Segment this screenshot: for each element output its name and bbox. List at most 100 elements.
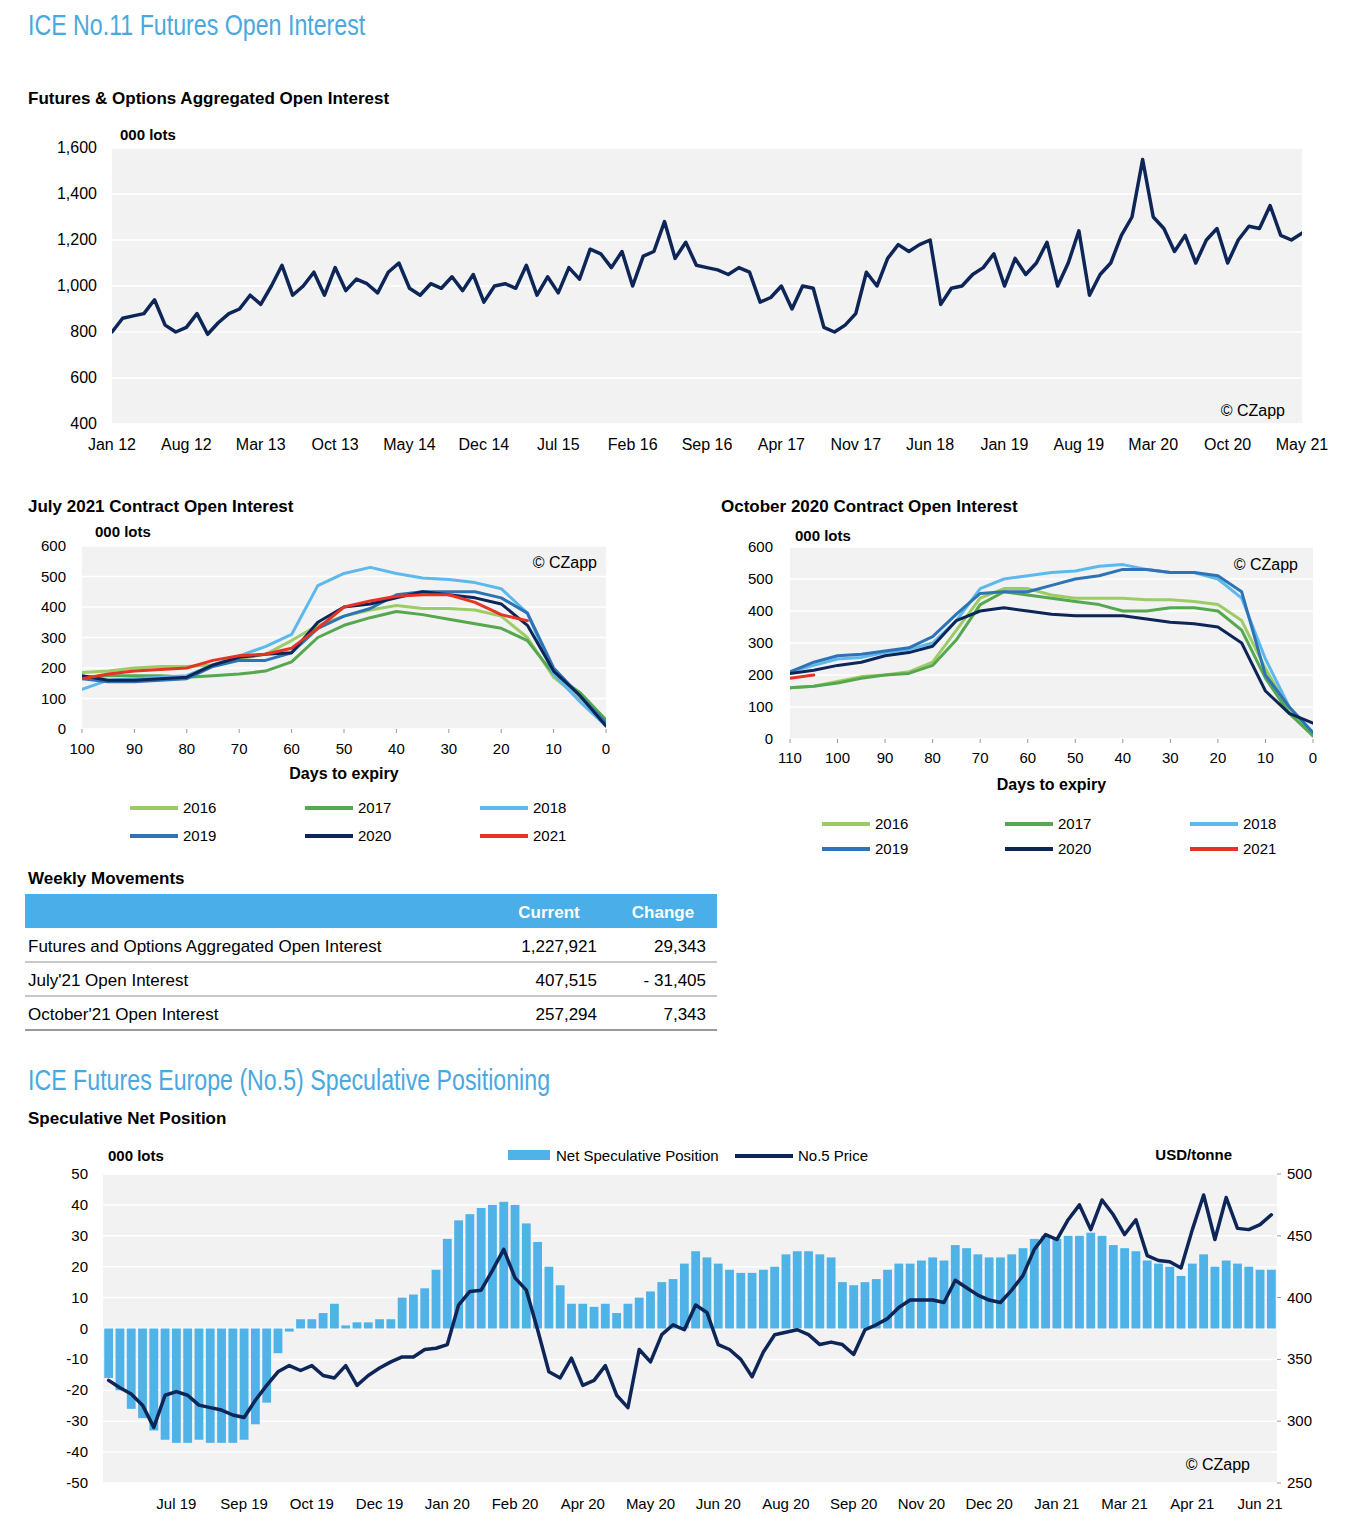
x-tick xyxy=(1122,739,1123,743)
x-tick xyxy=(1217,739,1218,743)
x-tick-label: 0 xyxy=(1309,749,1317,766)
table-cell: - 31,405 xyxy=(644,971,706,990)
bar xyxy=(161,1329,170,1440)
x-tick-label: 60 xyxy=(283,740,300,757)
x-tick-label: Nov 20 xyxy=(898,1495,946,1512)
y-tick-label: 500 xyxy=(41,568,66,585)
y-axis-label: 000 lots xyxy=(120,126,176,143)
x-tick-label: Jan 21 xyxy=(1034,1495,1079,1512)
bar xyxy=(1041,1236,1050,1329)
x-tick-label: Oct 13 xyxy=(312,436,359,453)
bar xyxy=(872,1279,881,1328)
plot-background xyxy=(103,1174,1277,1483)
bar xyxy=(499,1202,508,1329)
y-tick-label: 800 xyxy=(70,323,97,340)
x-tick-label: Apr 20 xyxy=(561,1495,605,1512)
bar xyxy=(1143,1261,1152,1329)
copyright: © CZapp xyxy=(1221,402,1285,419)
legend-label: 2021 xyxy=(1243,840,1276,857)
legend-swatch xyxy=(822,847,870,851)
series-line xyxy=(112,160,1302,335)
legend-swatch xyxy=(822,822,870,826)
table-header-bg xyxy=(25,894,717,928)
bar xyxy=(804,1251,813,1328)
bar xyxy=(240,1329,249,1440)
x-tick-label: 100 xyxy=(825,749,850,766)
table-cell: 7,343 xyxy=(663,1005,706,1024)
bar xyxy=(1154,1264,1163,1329)
bar xyxy=(917,1261,926,1329)
bar xyxy=(522,1223,531,1328)
y-axis-label: 000 lots xyxy=(108,1147,164,1164)
y2-tick-label: 300 xyxy=(1287,1412,1312,1429)
table-header: Change xyxy=(632,903,694,922)
x-tick-label: Jan 12 xyxy=(88,436,136,453)
x-tick-label: May 14 xyxy=(383,436,436,453)
legend-swatch xyxy=(130,834,178,838)
y-tick-label: 200 xyxy=(41,659,66,676)
page: ICE No.11 Futures Open InterestICE Futur… xyxy=(0,0,1354,1540)
series-line xyxy=(790,608,1313,723)
y-tick-label: 1,000 xyxy=(57,277,97,294)
chart: 0100200300400500600110100908070605040302… xyxy=(721,497,1317,857)
y2-tick-label: 450 xyxy=(1287,1227,1312,1244)
x-tick xyxy=(1075,739,1076,743)
bar xyxy=(443,1239,452,1329)
table-header: Current xyxy=(518,903,580,922)
x-tick-label: Jan 20 xyxy=(425,1495,470,1512)
bar xyxy=(296,1319,305,1328)
chart-title: October 2020 Contract Open Interest xyxy=(721,497,1018,516)
grid-line xyxy=(82,545,606,547)
x-tick-label: Dec 20 xyxy=(965,1495,1013,1512)
y-tick-label: 500 xyxy=(748,570,773,587)
y-tick-label: 200 xyxy=(748,666,773,683)
legend-swatch xyxy=(480,806,528,810)
bar xyxy=(1120,1248,1129,1328)
bar xyxy=(578,1304,587,1329)
bar xyxy=(1222,1261,1231,1329)
x-tick-label: 30 xyxy=(1162,749,1179,766)
bar xyxy=(906,1264,915,1329)
x-tick-label: Feb 16 xyxy=(608,436,658,453)
bar xyxy=(1188,1264,1197,1329)
y2-tick-label: 250 xyxy=(1287,1474,1312,1491)
x-tick-label: May 20 xyxy=(626,1495,675,1512)
grid-line xyxy=(112,423,1302,425)
bar xyxy=(849,1285,858,1328)
y2-tick xyxy=(1277,1297,1281,1298)
grid-line xyxy=(103,1390,1277,1392)
series-line xyxy=(82,592,606,723)
x-tick-label: 100 xyxy=(69,740,94,757)
bar xyxy=(646,1291,655,1328)
x-tick-label: 20 xyxy=(493,740,510,757)
y-tick-label: 0 xyxy=(80,1320,88,1337)
x-tick-label: Apr 21 xyxy=(1170,1495,1214,1512)
bar xyxy=(782,1254,791,1328)
x-tick-label: 90 xyxy=(126,740,143,757)
x-tick xyxy=(885,739,886,743)
bar xyxy=(1098,1236,1107,1329)
x-tick-label: 80 xyxy=(178,740,195,757)
grid-line xyxy=(103,1420,1277,1422)
x-tick-label: Jun 20 xyxy=(696,1495,741,1512)
bar xyxy=(1109,1245,1118,1328)
x-tick-label: Oct 20 xyxy=(1204,436,1251,453)
grid-line xyxy=(103,1482,1277,1484)
bar xyxy=(544,1267,553,1329)
x-tick-label: Sep 19 xyxy=(220,1495,268,1512)
x-tick-label: Aug 19 xyxy=(1054,436,1105,453)
bar xyxy=(274,1329,283,1354)
bar xyxy=(996,1257,1005,1328)
bar xyxy=(635,1298,644,1329)
bar xyxy=(624,1304,633,1329)
x-tick-label: Jun 21 xyxy=(1238,1495,1283,1512)
grid-line xyxy=(790,738,1313,740)
bar xyxy=(465,1214,474,1328)
y-tick-label: 20 xyxy=(71,1258,88,1275)
table-cell: 1,227,921 xyxy=(521,937,597,956)
x-tick-label: 60 xyxy=(1019,749,1036,766)
series-line xyxy=(790,565,1313,733)
bar xyxy=(228,1329,237,1443)
legend-swatch xyxy=(480,834,528,838)
y-tick-label: 40 xyxy=(71,1196,88,1213)
